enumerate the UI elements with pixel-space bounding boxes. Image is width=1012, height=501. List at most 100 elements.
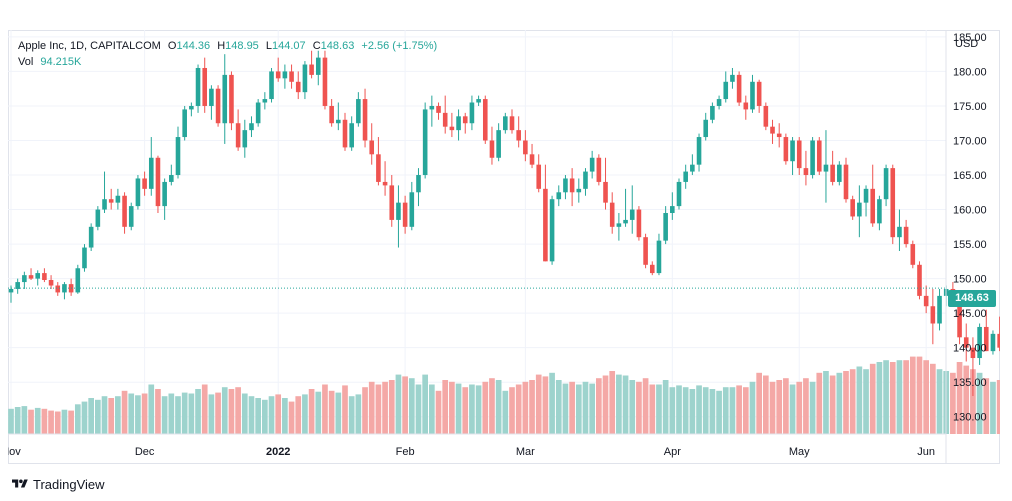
symbol-label[interactable]: Apple Inc, 1D, CAPITALCOM <box>18 40 161 52</box>
volume-bar <box>81 401 88 434</box>
volume-bar <box>809 381 816 434</box>
candle-body <box>302 64 308 93</box>
volume-bar <box>362 387 368 434</box>
volume-bar <box>716 390 722 434</box>
candle-body <box>529 154 535 165</box>
candle-body <box>35 273 41 279</box>
candle-body <box>730 74 735 82</box>
candle-body <box>503 116 508 131</box>
volume-bar <box>676 385 682 434</box>
candle-body <box>736 74 742 103</box>
volume-bar <box>14 407 21 434</box>
candle-body <box>629 209 635 220</box>
price-tick-label: 145.00 <box>953 308 987 320</box>
volume-bar <box>88 398 94 434</box>
volume-bar <box>462 387 469 434</box>
volume-bar <box>275 394 282 434</box>
candle-body <box>776 133 782 138</box>
volume-bar <box>175 396 181 434</box>
volume-bar <box>288 401 295 434</box>
volume-bar <box>382 381 388 434</box>
candle-body <box>155 157 161 207</box>
candle-body <box>569 178 575 193</box>
price-axis[interactable]: 130.00 135.00 140.00 145.00 150.00 155.00 160.… <box>953 32 987 424</box>
volume-bar <box>61 409 68 434</box>
price-chart[interactable]: 130.00 135.00 140.00 145.00 150.00 155.00 160.… <box>8 30 1000 464</box>
high-label: H <box>217 40 226 52</box>
candle-body <box>983 326 989 352</box>
time-tick-label: Nov <box>8 446 21 458</box>
volume-bar <box>422 374 428 434</box>
candle-body <box>603 181 608 203</box>
time-tick-label: 2022 <box>266 446 290 458</box>
price-tick-label: 150.00 <box>953 274 987 286</box>
volume-bar <box>121 390 128 434</box>
volume-bar <box>622 375 629 434</box>
candle-body <box>329 105 334 124</box>
volume-bar <box>649 384 656 434</box>
volume-bar <box>155 389 161 434</box>
candle-body <box>22 275 27 283</box>
time-axis[interactable]: Nov Dec 2022 Feb Mar Apr May Jun <box>8 446 935 458</box>
candle-body <box>676 181 682 207</box>
candle-body <box>583 171 588 189</box>
volume-bar <box>582 381 589 434</box>
volume-bar <box>823 371 829 434</box>
candle-body <box>356 99 361 124</box>
volume-bar <box>475 385 482 434</box>
candle-body <box>643 237 648 265</box>
volume-bar <box>642 378 649 434</box>
tradingview-branding[interactable]: TradingView <box>12 474 105 494</box>
candle-body <box>309 64 314 75</box>
volume-bar <box>435 390 442 434</box>
candle-body <box>349 123 354 148</box>
volume-bar <box>896 360 903 434</box>
candle-body <box>696 137 702 165</box>
volume-bar <box>368 381 375 434</box>
volume-bar <box>529 380 535 434</box>
volume-label[interactable]: Vol <box>18 56 34 68</box>
grid <box>8 30 946 434</box>
candle-body <box>903 226 909 245</box>
volume-bar <box>636 381 642 434</box>
candle-body <box>837 164 842 182</box>
volume-bar <box>669 387 676 434</box>
volume-row: Vol 94.215K <box>18 54 437 70</box>
volume-bar <box>555 380 562 434</box>
volume-bar <box>415 384 422 434</box>
candle-body <box>589 157 595 172</box>
candle-body <box>910 244 916 265</box>
volume-bar <box>569 381 575 434</box>
time-tick-label: Apr <box>664 446 681 458</box>
candle-body <box>362 99 368 141</box>
volume-bar <box>889 362 896 434</box>
volume-bar <box>34 407 41 434</box>
candle-body <box>716 99 722 106</box>
branding-text: TradingView <box>33 476 105 492</box>
volume-bar <box>522 381 529 434</box>
candle-body <box>436 105 441 113</box>
candle-body <box>796 140 802 169</box>
volume-bar <box>221 387 228 434</box>
volume-bar <box>181 392 188 434</box>
volume-bar <box>68 410 74 434</box>
volume-bar <box>843 371 849 434</box>
volume-bar <box>535 374 542 434</box>
candle-body <box>222 74 228 124</box>
volume-bar <box>963 365 970 434</box>
volume-bar <box>375 384 382 434</box>
volume-bar <box>575 384 582 434</box>
volume-bar <box>201 384 208 434</box>
volume-bar <box>562 383 569 434</box>
candle-body <box>857 202 862 217</box>
currency-label[interactable]: USD <box>955 38 979 50</box>
volume-bar <box>836 372 843 434</box>
volume-bar <box>803 378 809 434</box>
candle-body <box>690 164 695 172</box>
volume-bar <box>816 372 823 434</box>
candle-body <box>122 195 127 227</box>
volume-bar <box>469 384 475 434</box>
price-tick-label: 165.00 <box>953 170 987 182</box>
candle-body <box>977 326 982 359</box>
volume-bar <box>495 380 502 434</box>
